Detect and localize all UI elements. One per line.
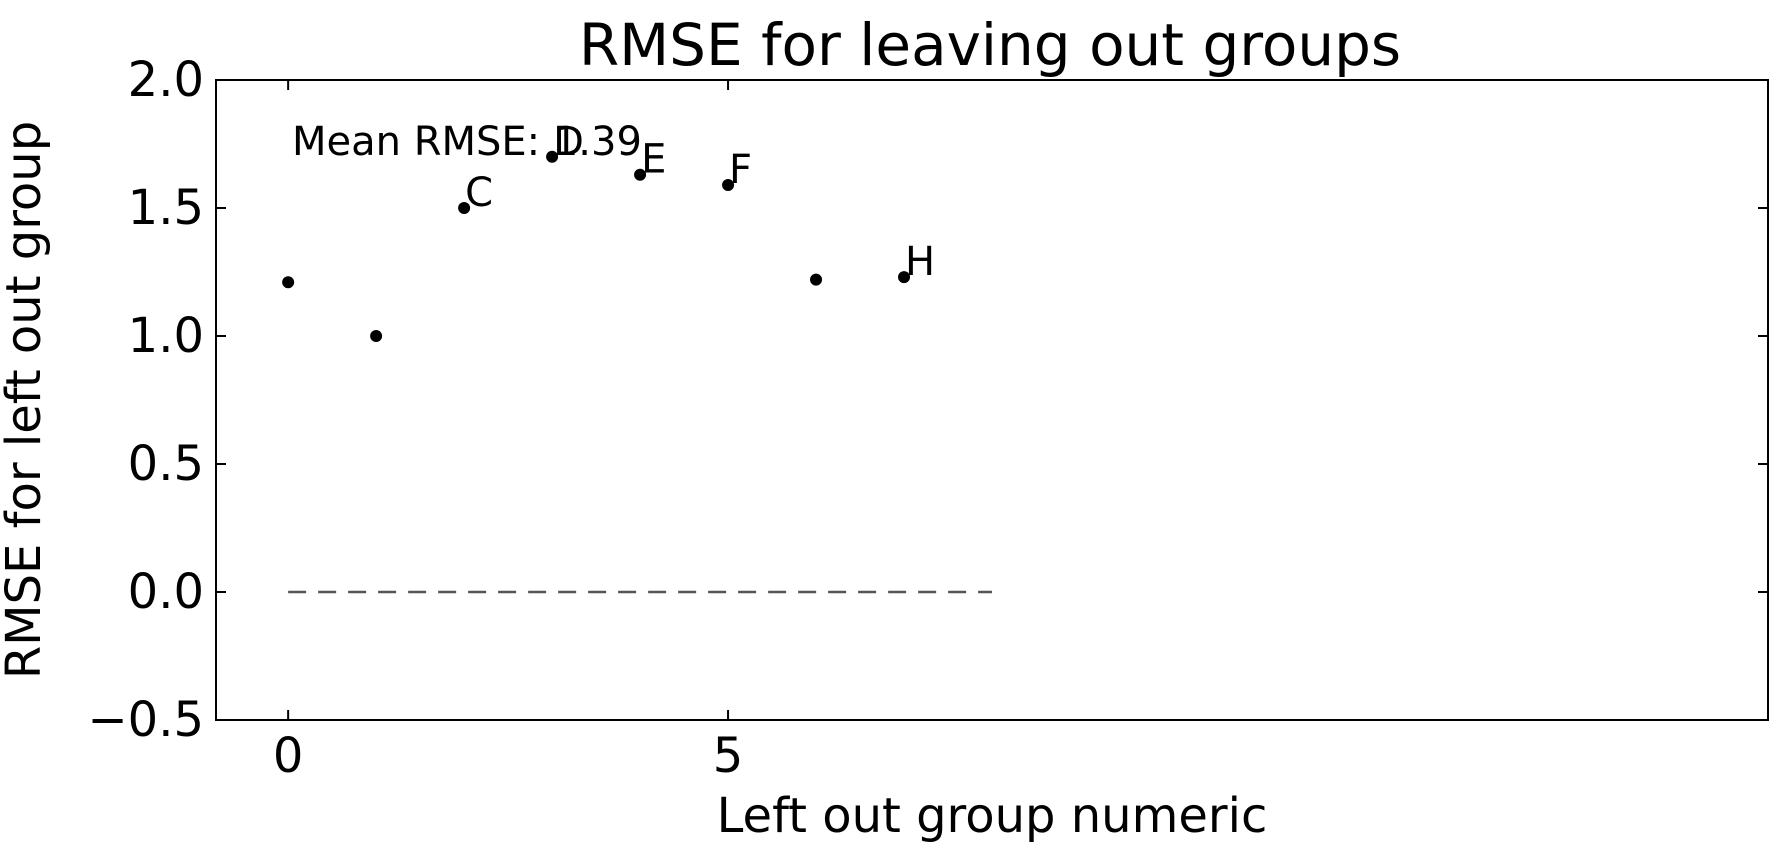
y-tick-label: 0.0 [128, 564, 204, 620]
y-axis-label: RMSE for left out group [0, 121, 52, 679]
data-point [370, 330, 383, 342]
plot-frame [215, 79, 1769, 721]
y-tick-label: 1.5 [128, 180, 204, 236]
data-point [282, 276, 295, 289]
x-tick-label: 5 [713, 728, 744, 784]
data-point [634, 168, 647, 181]
y-tick-label: −0.5 [87, 692, 204, 748]
data-point [722, 178, 735, 191]
y-tick-label: 2.0 [128, 52, 204, 108]
y-tick-label: 1.0 [128, 308, 204, 364]
chart-title: RMSE for leaving out groups [579, 11, 1401, 79]
point-label: C [465, 170, 493, 216]
y-tick-label: 0.5 [128, 436, 204, 492]
x-tick-label: 0 [273, 728, 304, 784]
data-point [546, 150, 559, 163]
data-point [898, 271, 911, 284]
point-label: D [553, 119, 584, 165]
point-label: E [641, 137, 666, 183]
point-label: F [729, 147, 752, 193]
point-label: H [905, 239, 935, 285]
data-point [458, 202, 471, 214]
data-point [810, 273, 823, 286]
mean-rmse-annotation: Mean RMSE: 1.39 [292, 119, 642, 165]
x-axis-label: Left out group numeric [717, 788, 1268, 844]
plot-area: −0.5 0.0 0.5 1.0 1.5 2.0 0 5 C D E F H [87, 52, 1768, 784]
